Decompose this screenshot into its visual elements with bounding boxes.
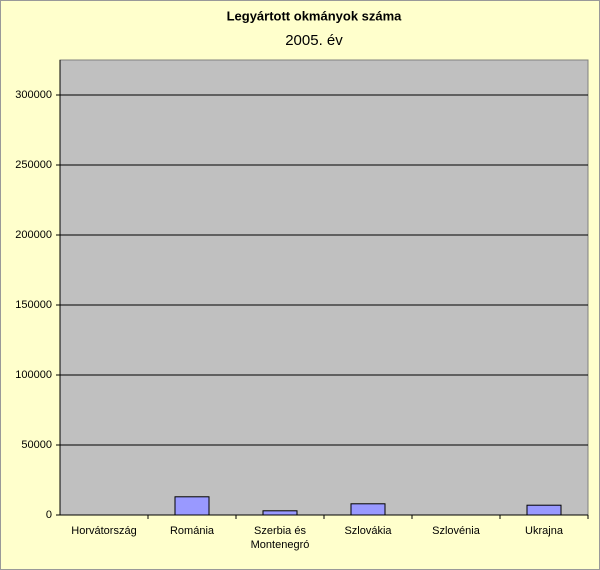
- y-tick-label: 150000: [15, 299, 52, 311]
- plot-area: [59, 59, 589, 516]
- x-tick-label: Szlovénia: [432, 525, 480, 537]
- bar: [526, 504, 562, 516]
- x-tick-label: Ukrajna: [525, 525, 563, 537]
- chart-subtitle: 2005. év: [285, 32, 343, 49]
- chart-title: Legyártott okmányok száma: [227, 8, 403, 23]
- x-tick-label: Szerbia és Montenegró: [250, 525, 310, 551]
- y-tick-label: 100000: [15, 369, 52, 381]
- bar: [174, 496, 210, 516]
- y-tick-label: 250000: [15, 159, 52, 171]
- x-tick-label: Horvátország: [71, 525, 137, 537]
- x-tick-label: Szlovákia: [344, 525, 392, 537]
- y-tick-label: 300000: [15, 89, 52, 101]
- y-tick-label: 50000: [21, 439, 52, 451]
- bar: [262, 510, 298, 516]
- y-tick-label: 200000: [15, 229, 52, 241]
- y-tick-label: 0: [46, 509, 52, 521]
- bar: [350, 503, 386, 516]
- x-tick-label: Románia: [169, 525, 215, 537]
